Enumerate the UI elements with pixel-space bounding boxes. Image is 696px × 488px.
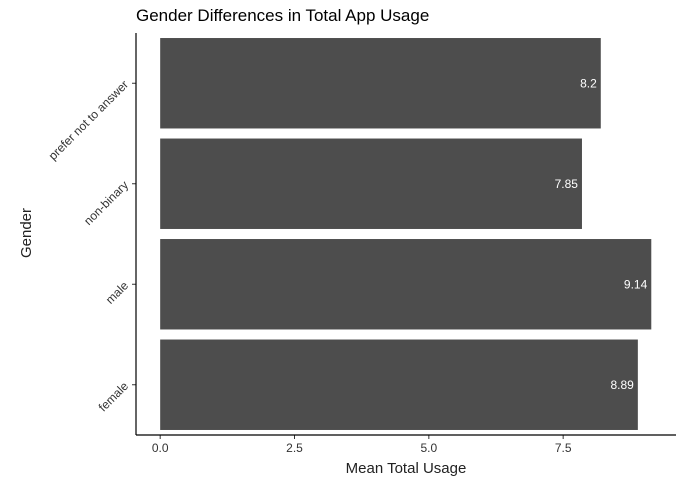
x-axis-ticks: 0.0 2.5 5.0 7.5 (152, 435, 572, 455)
y-tick-label-prefer-not-to-answer: prefer not to answer (46, 77, 131, 162)
x-axis-title: Mean Total Usage (346, 460, 467, 477)
y-tick-label-female: female (96, 379, 132, 415)
y-axis-ticks: female male non-binary prefer not to answer (46, 77, 136, 414)
data-label-non-binary: 7.85 (555, 177, 579, 191)
bars-group: 8.89 9.14 7.85 8.2 (160, 38, 652, 430)
bar-non-binary (160, 138, 582, 229)
data-label-female: 8.89 (610, 378, 634, 392)
bar-female (160, 339, 638, 430)
x-tick-label: 0.0 (152, 441, 169, 455)
bar-prefer-not-to-answer (160, 38, 601, 129)
data-label-male: 9.14 (624, 277, 648, 291)
y-tick-label-male: male (103, 278, 132, 307)
x-tick-label: 7.5 (555, 441, 572, 455)
data-label-prefer-not-to-answer: 8.2 (580, 76, 597, 90)
bar-male (160, 239, 652, 330)
y-axis-title: Gender (18, 208, 35, 258)
y-tick-label-non-binary: non-binary (81, 178, 131, 228)
x-tick-label: 2.5 (286, 441, 303, 455)
chart-title: Gender Differences in Total App Usage (136, 6, 429, 25)
x-tick-label: 5.0 (420, 441, 437, 455)
